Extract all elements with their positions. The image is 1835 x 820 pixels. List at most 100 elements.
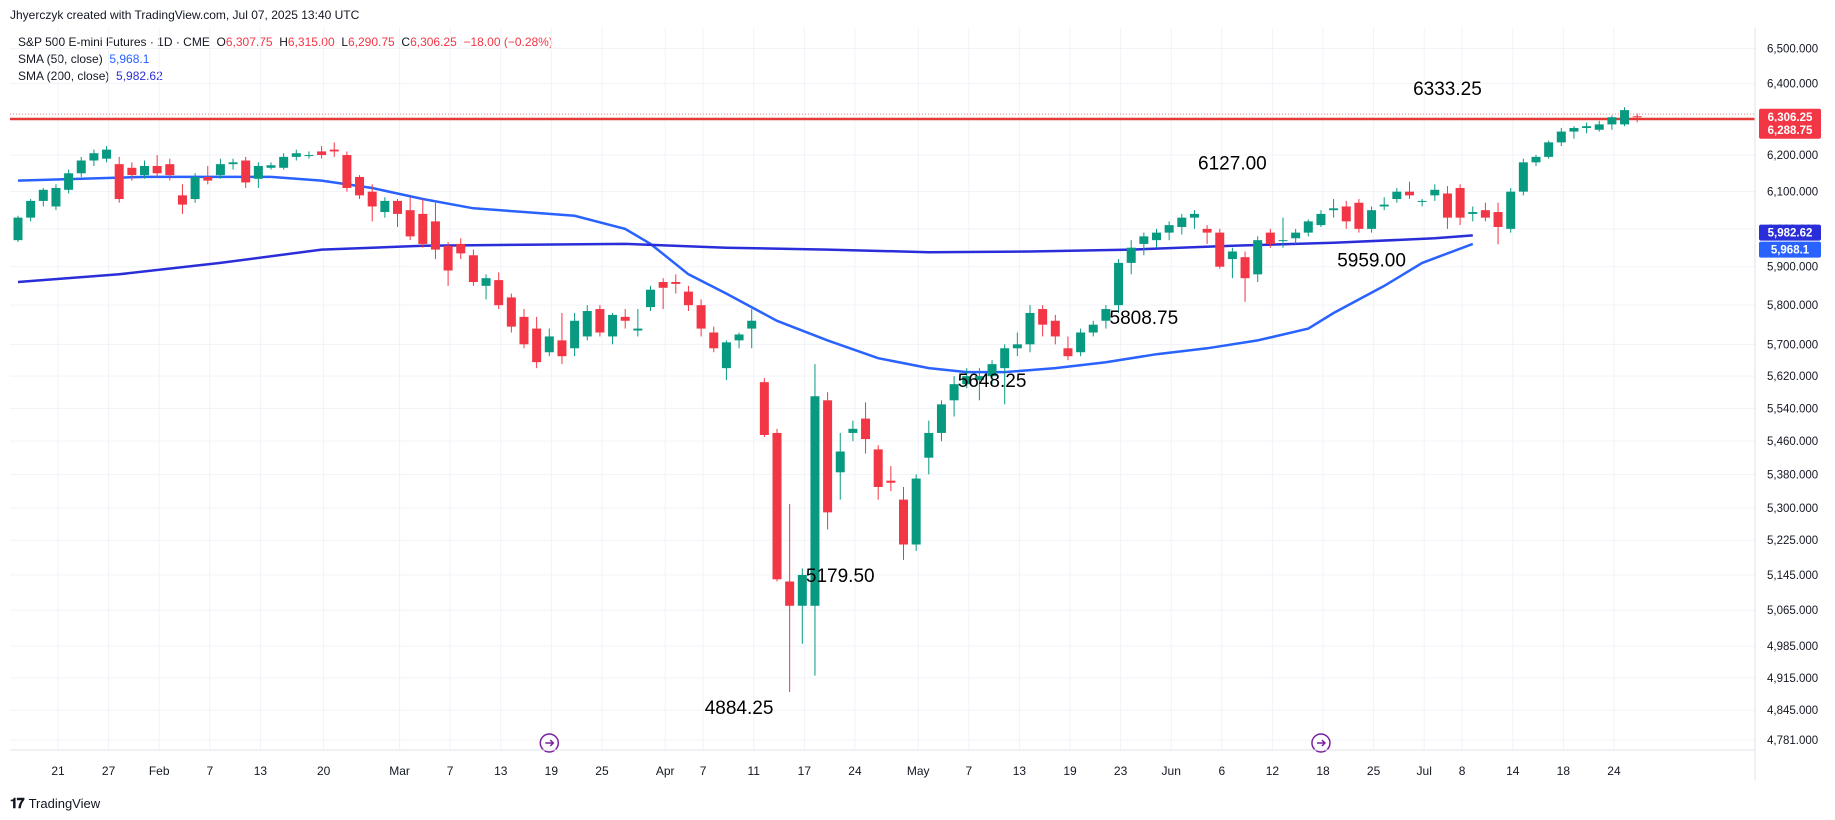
candle-body	[810, 396, 820, 606]
sma50-legend-row[interactable]: SMA (50, close) 5,968.1	[18, 51, 553, 68]
candle-body	[835, 451, 845, 473]
time-axis[interactable]: 21 27 Feb 7 13 20 Mar 7 13 19 25 Apr 7 11 17 24 May 7 13 19…	[10, 749, 1755, 778]
price-annotation: 4884.25	[705, 698, 774, 719]
time-tick-label: 13	[1013, 764, 1027, 778]
candle-body	[1025, 312, 1035, 345]
price-annotation: 5808.75	[1110, 308, 1179, 329]
price-tick-label: 5,900.000	[1767, 262, 1818, 274]
time-tick-label: 13	[254, 764, 268, 778]
tradingview-logo-icon: 𝟏𝟕	[10, 795, 25, 811]
price-tick-label: 5,540.000	[1767, 403, 1818, 415]
candle-body	[519, 316, 529, 345]
time-tick-label: 6	[1218, 764, 1225, 778]
sma50-label: SMA (50, close)	[18, 52, 103, 66]
price-tick-label: 5,460.000	[1767, 436, 1818, 448]
event-marker-arrow	[545, 739, 555, 747]
time-tick-label: 8	[1459, 764, 1466, 778]
candle-body	[114, 164, 124, 200]
candle-body	[1253, 240, 1263, 275]
candle-body	[582, 311, 592, 337]
candle-body	[861, 418, 871, 440]
candle-body	[1152, 232, 1161, 241]
time-tick-label: 19	[545, 764, 559, 778]
candle-body	[1468, 212, 1478, 214]
candle-body	[873, 449, 883, 487]
time-tick-label: 14	[1506, 764, 1520, 778]
price-tick-label: 5,380.000	[1767, 469, 1818, 481]
candle-body	[658, 282, 668, 288]
price-annotation: 5648.25	[958, 371, 1027, 392]
price-tick-label: 5,620.000	[1767, 371, 1818, 383]
candle-body	[304, 155, 314, 157]
candle-body	[848, 428, 858, 433]
time-tick-label: 17	[798, 764, 812, 778]
candle-body	[127, 167, 137, 176]
time-tick-label: 25	[595, 764, 609, 778]
candle-body	[279, 156, 289, 168]
time-tick-label: 11	[748, 764, 761, 778]
candle-body	[1012, 344, 1022, 349]
chart-grid	[10, 28, 1755, 750]
candle-body	[329, 149, 339, 152]
footer-brand-name: TradingView	[28, 796, 101, 811]
candle-body	[1063, 348, 1073, 357]
close-value: 6,306.25	[410, 35, 457, 49]
event-marker-arrow	[1316, 739, 1327, 747]
candle-body	[1493, 212, 1503, 227]
candle-body	[393, 200, 402, 214]
candle-body	[266, 165, 276, 168]
candle-body	[64, 173, 74, 190]
candle-body	[1215, 232, 1225, 267]
price-label-box	[1759, 241, 1821, 258]
sma200-value: 5,982.62	[116, 69, 163, 83]
candle-body	[443, 245, 453, 271]
candle-body	[911, 478, 921, 545]
price-annotation: 6333.25	[1413, 79, 1482, 100]
price-tick-label: 4,845.000	[1767, 705, 1818, 717]
candle-body	[76, 160, 86, 174]
price-label-box	[1759, 224, 1821, 241]
candle-body	[38, 189, 48, 201]
time-tick-label: 7	[700, 764, 707, 778]
time-tick-label: 21	[51, 764, 65, 778]
time-tick-label: Feb	[149, 764, 170, 778]
candle-body	[886, 480, 896, 483]
candle-body	[962, 376, 972, 385]
candle-body	[1050, 320, 1060, 337]
time-tick-label: Apr	[656, 764, 675, 778]
candle-body	[430, 221, 440, 250]
candle-body	[1189, 213, 1199, 218]
candles	[13, 107, 1642, 692]
candle-body	[1240, 257, 1250, 279]
candle-body	[1291, 232, 1301, 239]
candle-body	[1126, 247, 1136, 263]
time-tick-label: Mar	[389, 764, 410, 778]
candle-body	[646, 289, 655, 308]
candle-body	[215, 164, 225, 176]
candle-body	[253, 165, 263, 179]
price-axis[interactable]: 6,500.0006,400.0006,200.0006,100.0006,00…	[1754, 28, 1818, 780]
candle-body	[1227, 251, 1237, 260]
candle-body	[734, 334, 744, 341]
price-tick-label: 5,225.000	[1767, 535, 1818, 547]
time-tick-label: 18	[1316, 764, 1330, 778]
time-tick-label: 25	[1367, 764, 1381, 778]
open-label: O	[216, 35, 226, 49]
sma-lines	[17, 175, 1474, 374]
candle-body	[1392, 191, 1402, 200]
candle-body	[468, 255, 478, 283]
candle-body	[532, 328, 542, 363]
candle-body	[1164, 225, 1174, 233]
price-tick-label: 6,400.000	[1767, 79, 1818, 91]
price-annotation: 5959.00	[1337, 250, 1406, 271]
sma50-value: 5,968.1	[109, 52, 150, 66]
low-value: 6,290.75	[348, 35, 395, 49]
price-tick-label: 5,145.000	[1767, 570, 1818, 582]
price-tick-label: 4,915.000	[1767, 673, 1818, 685]
candle-body	[1202, 228, 1212, 233]
sma200-legend-row[interactable]: SMA (200, close) 5,982.62	[18, 68, 553, 85]
time-tick-label: 13	[494, 764, 508, 778]
candle-body	[102, 149, 112, 159]
candle-body	[317, 151, 327, 156]
